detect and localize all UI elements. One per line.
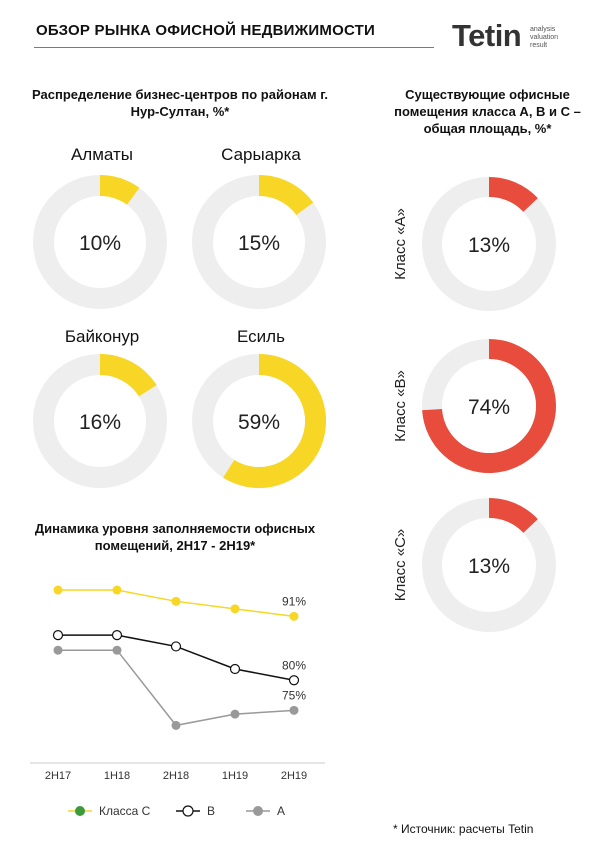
x-tick-label: 1H19	[222, 770, 248, 782]
donut-slice	[422, 339, 556, 474]
series-point	[170, 641, 182, 652]
donut-label-yesil: Есиль	[237, 327, 285, 346]
logo-subtitle: analysis valuation result	[530, 26, 558, 50]
logo-sub-1: analysis	[530, 26, 556, 33]
donut-value-label: 13%	[468, 234, 510, 257]
series-point	[53, 645, 63, 655]
series-end-label: 91%	[282, 594, 306, 608]
logo-word: Tetin	[452, 18, 522, 53]
series-2: 75%	[53, 645, 306, 730]
donut-hole	[442, 197, 536, 291]
legend-marker	[253, 806, 263, 816]
donut-slice	[223, 354, 326, 488]
donut-hole	[442, 359, 536, 453]
donut-hole	[213, 196, 305, 288]
legend-label: A	[277, 804, 285, 818]
donut-value-label: 10%	[79, 232, 121, 255]
page-title: ОБЗОР РЫНКА ОФИСНОЙ НЕДВИЖИМОСТИ	[36, 22, 375, 39]
series-point	[53, 585, 63, 595]
donut-label-almaty: Алматы	[70, 145, 134, 164]
donut-hole	[213, 375, 305, 467]
series-point	[111, 630, 123, 641]
donut-slice	[489, 498, 538, 533]
donut-district-0: 10%	[33, 175, 167, 309]
donut-label-saryarka: Сарыарка	[221, 145, 301, 164]
series-point	[288, 675, 300, 686]
series-point	[229, 663, 241, 675]
donut-slice	[100, 354, 157, 397]
donut-class-2: 13%	[422, 498, 556, 632]
legend-label: Класса С	[99, 804, 151, 818]
x-tick-label: 2H18	[163, 770, 189, 782]
legend-item-1: B	[176, 804, 215, 818]
legend-marker	[182, 805, 194, 817]
series-1: 80%	[52, 630, 306, 686]
district-chart-title: Распределение бизнес-центров по районам …	[32, 87, 328, 119]
x-tick-label: 2H17	[45, 770, 71, 782]
occupancy-chart-title: Динамика уровня заполняемости офисных по…	[34, 521, 316, 553]
donut-hole	[442, 518, 536, 612]
logo-sub-2: valuation	[530, 34, 559, 41]
series-point	[52, 630, 64, 641]
series-point	[171, 596, 181, 606]
series-point	[230, 709, 240, 719]
legend-marker	[75, 806, 85, 816]
class-label: Класс «В»	[392, 370, 409, 442]
series-point	[289, 611, 299, 621]
series-end-label: 75%	[282, 688, 306, 702]
donut-slice	[100, 175, 140, 205]
series-point	[112, 645, 122, 655]
donut-slice	[489, 177, 538, 212]
series-point	[289, 705, 299, 715]
donut-label-baikonur: Байконур	[64, 327, 140, 346]
logo-sub-3: result	[530, 42, 548, 49]
legend-item-0: Класса С	[68, 804, 151, 818]
donut-district-3: 59%	[192, 354, 326, 488]
donut-hole	[54, 375, 146, 467]
class-label: Класс «А»	[392, 208, 409, 280]
donut-class-1: 74%	[422, 339, 556, 474]
legend-item-2: A	[246, 804, 285, 818]
donut-value-label: 74%	[468, 396, 510, 419]
tetin-logo: Tetin analysis valuation result	[452, 16, 572, 56]
donut-hole	[54, 196, 146, 288]
donut-value-label: 13%	[468, 555, 510, 578]
donut-district-2: 16%	[33, 354, 167, 488]
series-end-label: 80%	[282, 658, 306, 672]
title-divider	[34, 47, 434, 48]
donut-class-0: 13%	[422, 177, 556, 311]
series-line	[58, 649, 295, 727]
x-tick-label: 1H18	[104, 770, 130, 782]
legend-label: B	[207, 804, 215, 818]
series-point	[230, 604, 240, 614]
series-point	[112, 585, 122, 595]
series-0: 91%	[53, 585, 306, 621]
donut-district-1: 15%	[192, 175, 326, 309]
x-tick-label: 2H19	[281, 770, 307, 782]
series-point	[171, 720, 181, 730]
donut-slice	[259, 175, 314, 215]
class-chart-title: Существующие офисные помещения класса А,…	[394, 87, 581, 136]
donut-value-label: 15%	[238, 232, 280, 255]
donut-value-label: 16%	[79, 411, 121, 434]
donut-value-label: 59%	[238, 411, 280, 434]
source-footnote: * Источник: расчеты Tetin	[393, 822, 534, 836]
class-label: Класс «С»	[392, 529, 409, 602]
